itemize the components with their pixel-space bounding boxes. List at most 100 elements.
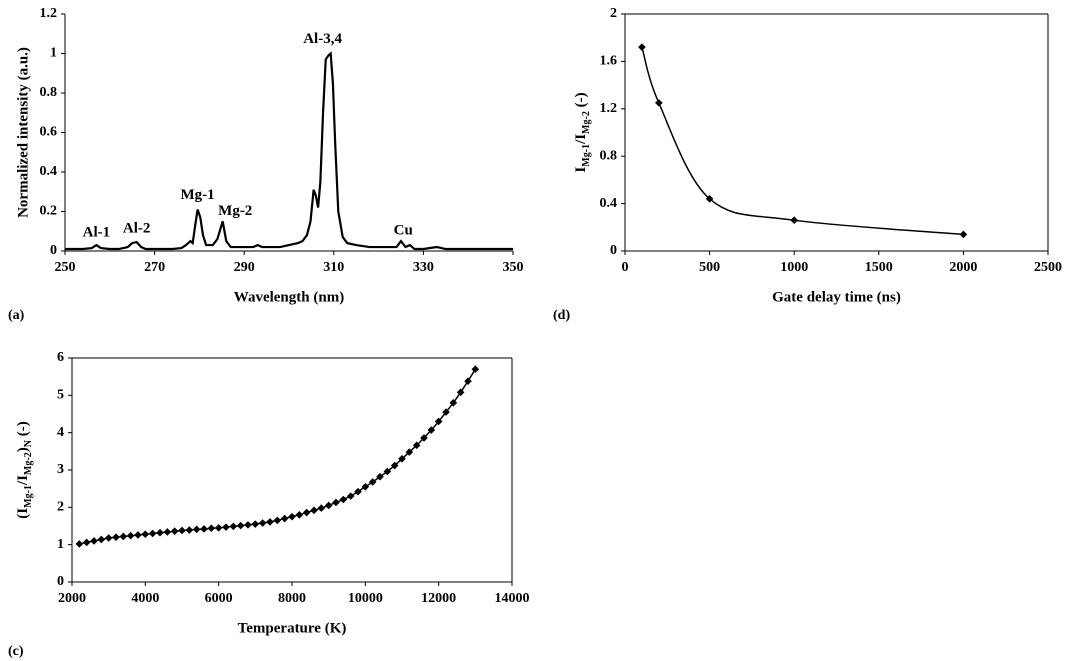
y-axis-title-part: (I (15, 508, 31, 519)
y-tick-label: 0.2 (40, 204, 58, 219)
y-tick-label: 0 (50, 243, 57, 258)
data-point (244, 521, 252, 529)
data-point (405, 448, 414, 456)
data-point (790, 216, 798, 224)
data-point (310, 506, 318, 515)
y-tick-label: 3 (57, 462, 64, 477)
panel-label: (c) (8, 644, 24, 659)
y-tick-label: 1.2 (40, 6, 58, 21)
data-point (258, 519, 267, 527)
data-point (295, 511, 304, 519)
x-tick-label: 12000 (421, 591, 456, 606)
data-point (346, 492, 355, 500)
data-point (288, 512, 296, 521)
data-point (156, 528, 164, 537)
data-point (705, 195, 714, 203)
y-tick-label: 0.6 (40, 125, 58, 140)
data-point (317, 504, 326, 512)
data-point (214, 524, 223, 532)
data-point (471, 365, 480, 373)
data-point (442, 408, 450, 416)
y-axis-title-part: N (23, 439, 34, 447)
y-tick-label: 0 (57, 574, 64, 589)
y-tick-label: 4 (57, 425, 64, 440)
x-tick-label: 310 (323, 260, 344, 275)
data-point (185, 526, 194, 534)
y-axis-title-part: ) (15, 447, 31, 452)
data-point (251, 520, 260, 528)
x-tick-label: 270 (144, 260, 165, 275)
data-point (302, 508, 311, 517)
y-axis-title-part: I (573, 167, 589, 173)
x-tick-label: 330 (413, 260, 434, 275)
data-point (266, 518, 274, 526)
y-axis-title-part: /I (15, 475, 31, 486)
data-point (959, 230, 968, 239)
x-tick-label: 14000 (495, 591, 530, 606)
peak-label: Mg-1 (181, 187, 215, 203)
data-line (641, 46, 964, 236)
data-point (449, 399, 458, 407)
data-point (354, 487, 362, 496)
y-tick-label: 0 (610, 243, 617, 258)
panel-label: (a) (8, 308, 25, 323)
data-point (332, 498, 340, 507)
data-point (119, 532, 128, 541)
x-tick-label: 4000 (131, 591, 159, 606)
x-axis-title: Temperature (K) (238, 620, 347, 636)
data-point (368, 478, 377, 486)
data-point (390, 461, 399, 470)
data-point (148, 529, 157, 538)
y-tick-label: 1.6 (600, 54, 618, 69)
data-point (456, 388, 465, 397)
y-axis-title-part: /I (573, 134, 589, 145)
x-tick-label: 2000 (949, 260, 977, 275)
x-tick-label: 2500 (1034, 260, 1062, 275)
data-point (280, 514, 289, 523)
data-point (383, 467, 392, 476)
data-point (82, 538, 91, 547)
data-point (112, 533, 120, 541)
data-point (420, 434, 428, 442)
data-point (222, 523, 230, 531)
x-tick-label: 10000 (348, 591, 383, 606)
x-axis-title: Gate delay time (ns) (772, 289, 901, 305)
peak-label: Al-3,4 (303, 31, 342, 47)
data-point (638, 43, 646, 51)
x-axis-title: Wavelength (nm) (234, 289, 344, 305)
y-tick-label: 0.8 (40, 85, 58, 100)
data-point (236, 521, 245, 530)
data-point (90, 537, 98, 545)
y-tick-label: 5 (57, 388, 64, 403)
data-point (273, 516, 282, 525)
panel-label: (d) (553, 308, 570, 323)
y-axis-title: Normalized intensity (a.u.) (15, 47, 31, 218)
x-tick-label: 350 (503, 260, 524, 275)
y-axis-title: (IMg-1/IMg-2)N (-) (15, 421, 34, 518)
x-tick-label: 0 (622, 260, 629, 275)
y-axis-title: IMg-1/IMg-2 (-) (573, 92, 592, 172)
data-point (97, 535, 106, 544)
x-tick-label: 500 (699, 260, 720, 275)
y-tick-label: 0.4 (40, 164, 58, 179)
data-point (464, 377, 472, 385)
data-point (75, 540, 84, 548)
data-point (126, 531, 135, 540)
y-tick-label: 1 (57, 537, 64, 552)
data-point (229, 522, 238, 531)
data-point (104, 534, 113, 542)
data-point (324, 501, 333, 510)
y-tick-label: 1 (50, 46, 57, 61)
y-axis-title-part: (-) (573, 92, 589, 111)
x-tick-label: 8000 (278, 591, 306, 606)
peak-label: Cu (394, 223, 413, 239)
x-tick-label: 2000 (58, 591, 86, 606)
data-point (178, 526, 186, 535)
data-point (141, 530, 150, 539)
x-tick-label: 6000 (205, 591, 233, 606)
data-point (163, 528, 172, 536)
y-axis-title-part: (-) (15, 421, 31, 440)
y-axis-title-part: Mg-1 (23, 485, 34, 508)
data-point (398, 455, 406, 463)
